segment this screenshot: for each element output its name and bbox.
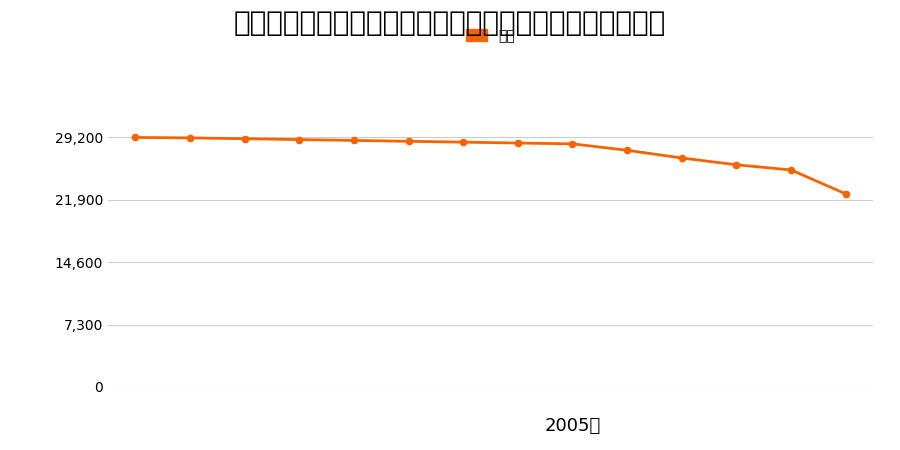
Legend: 価格: 価格 bbox=[461, 23, 520, 49]
Text: 大分県津久見市大字上青江字渕端４９３９番２の地価推移: 大分県津久見市大字上青江字渕端４９３９番２の地価推移 bbox=[234, 9, 666, 37]
Text: 2005年: 2005年 bbox=[544, 417, 600, 435]
